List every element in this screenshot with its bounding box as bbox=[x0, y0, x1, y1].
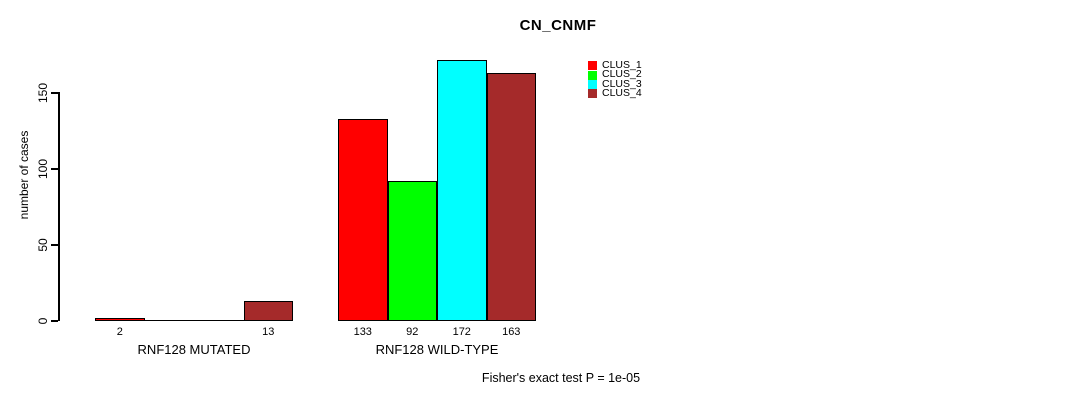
legend-item-clus_3: CLUS_3 bbox=[588, 77, 642, 90]
bar-clus_4 bbox=[243, 301, 293, 321]
bar-value-label: 172 bbox=[452, 326, 471, 338]
legend-item-clus_4: CLUS_4 bbox=[588, 87, 642, 100]
bar-clus_4 bbox=[486, 73, 536, 321]
y-tick-mark bbox=[51, 320, 58, 322]
x-group-label: RNF128 WILD-TYPE bbox=[375, 342, 499, 357]
y-tick-label: 100 bbox=[36, 158, 50, 180]
legend-item-clus_1: CLUS_1 bbox=[588, 59, 642, 71]
legend-item-label: CLUS_4 bbox=[602, 87, 642, 100]
bar-clus_3 bbox=[437, 59, 487, 321]
y-axis bbox=[58, 92, 60, 321]
legend-item-label: CLUS_2 bbox=[602, 68, 642, 81]
x-group-label: RNF128 MUTATED bbox=[137, 342, 251, 357]
legend-swatch-icon bbox=[588, 70, 597, 80]
legend-item-label: CLUS_1 bbox=[602, 59, 642, 71]
bar-value-label: 133 bbox=[353, 326, 372, 338]
y-tick-label: 50 bbox=[36, 238, 50, 252]
bar-clus_2 bbox=[387, 181, 437, 321]
bar-clus_2-zero bbox=[144, 319, 194, 321]
legend-swatch-icon bbox=[588, 89, 597, 99]
bar-value-label: 92 bbox=[406, 326, 419, 338]
legend-swatch-icon bbox=[588, 79, 597, 89]
y-tick-mark bbox=[51, 168, 58, 170]
bar-clus_1 bbox=[338, 118, 388, 321]
y-tick-label: 150 bbox=[36, 82, 50, 104]
y-axis-label: number of cases bbox=[17, 130, 31, 220]
y-tick-label: 0 bbox=[36, 317, 50, 325]
stat-annotation: Fisher's exact test P = 1e-05 bbox=[481, 371, 641, 385]
legend-item-clus_2: CLUS_2 bbox=[588, 68, 642, 81]
legend-item-label: CLUS_3 bbox=[602, 77, 642, 90]
legend: CLUS_1 CLUS_2 CLUS_3 CLUS_4 bbox=[588, 59, 642, 100]
bar-value-label: 13 bbox=[262, 326, 275, 338]
bar-clus_1 bbox=[95, 317, 145, 321]
chart-title: CN_CNMF bbox=[519, 17, 597, 34]
y-tick-mark bbox=[51, 92, 58, 94]
legend-swatch-icon bbox=[588, 61, 597, 71]
bar-clus_3-zero bbox=[194, 319, 244, 321]
bar-value-label: 163 bbox=[502, 326, 521, 338]
y-tick-mark bbox=[51, 244, 58, 246]
bar-value-label: 2 bbox=[116, 326, 123, 338]
